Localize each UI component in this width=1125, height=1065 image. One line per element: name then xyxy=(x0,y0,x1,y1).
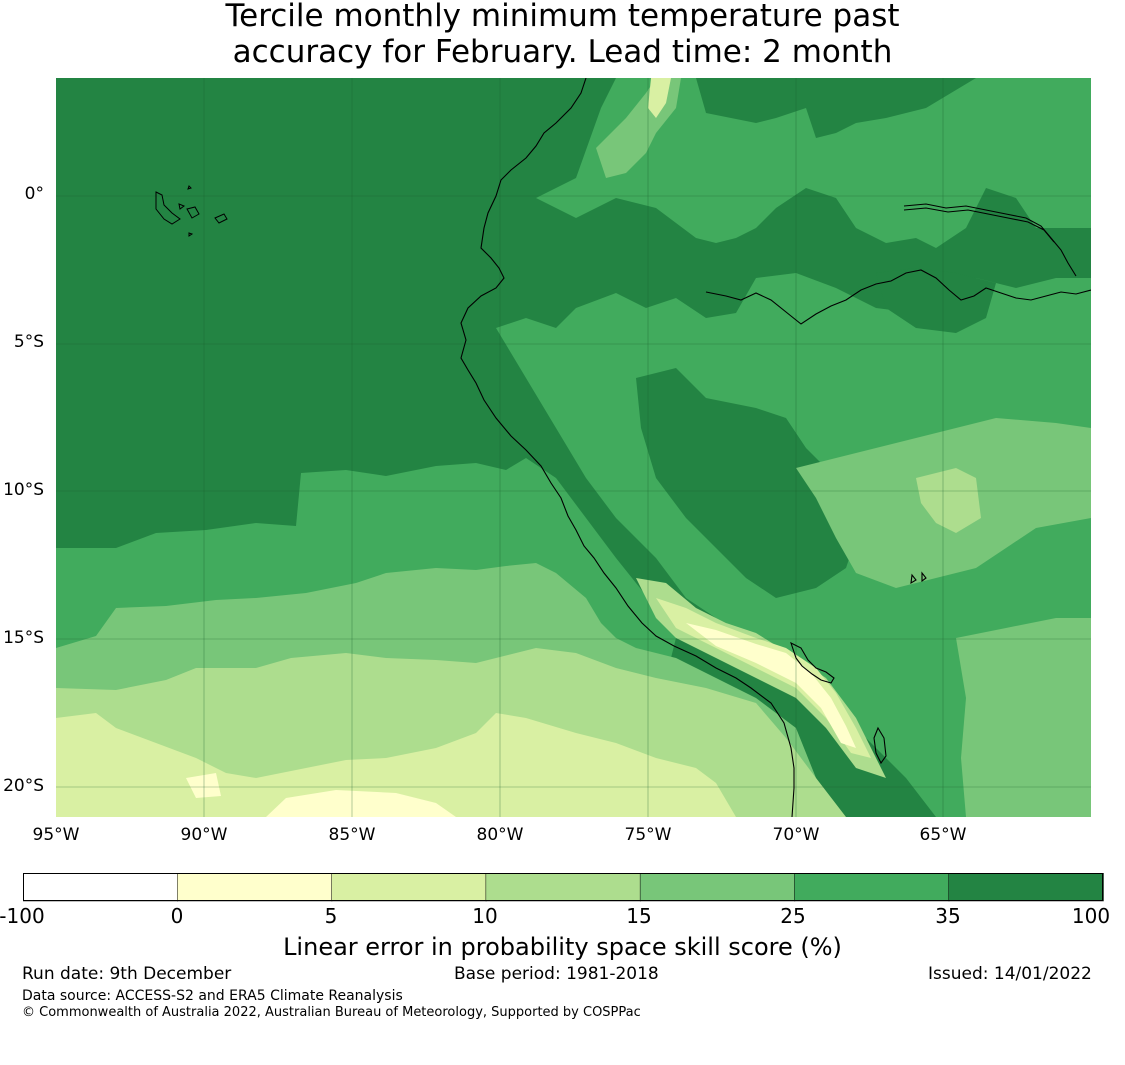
colorbar-tick-25: 25 xyxy=(780,904,806,928)
lake-titicaca xyxy=(790,641,835,684)
colorbar-tick-15: 15 xyxy=(626,904,652,928)
lon-label-65w: 65°W xyxy=(919,825,967,845)
colorbar-bin-15-to-25 xyxy=(639,873,796,902)
colorbar-bin-35-to-100 xyxy=(948,873,1104,902)
colorbar-bin-5-to-10 xyxy=(331,873,487,902)
colorbar-bin-10-to-15 xyxy=(485,873,641,902)
zone-score-0-5-ocean xyxy=(186,773,456,817)
zone-score-35-100-amazon-east xyxy=(876,268,996,333)
lake-small xyxy=(910,571,927,585)
chart-title-line-2: accuracy for February. Lead time: 2 mont… xyxy=(232,34,893,70)
lon-label-80w: 80°W xyxy=(476,825,524,845)
small-island xyxy=(178,185,194,237)
data-source: Data source: ACCESS-S2 and ERA5 Climate … xyxy=(22,988,403,1004)
lon-label-75w: 75°W xyxy=(624,825,672,845)
isabela-island xyxy=(155,191,181,225)
copyright: © Commonwealth of Australia 2022, Austra… xyxy=(22,1005,641,1020)
pacific-coastline xyxy=(460,78,795,817)
river-north xyxy=(903,203,1077,277)
lat-label-0: 0° xyxy=(24,184,44,204)
lat-label-10s: 10°S xyxy=(3,480,44,500)
lon-label-95w: 95°W xyxy=(32,825,80,845)
graticule xyxy=(56,78,1091,817)
base-period: Base period: 1981-2018 xyxy=(454,964,659,984)
issued-date: Issued: 14/01/2022 xyxy=(928,964,1092,984)
colorbar-tick-minus-100: -100 xyxy=(0,904,45,928)
colorbar xyxy=(23,873,1104,902)
lat-label-20s: 20°S xyxy=(3,776,44,796)
lon-label-85w: 85°W xyxy=(328,825,376,845)
colorbar-tick-10: 10 xyxy=(472,904,498,928)
san-cristobal-island xyxy=(214,213,228,224)
colorbar-title: Linear error in probability space skill … xyxy=(283,933,842,961)
amazon-river xyxy=(705,269,1091,325)
galapagos-islands xyxy=(155,185,228,237)
zone-score-0-5-coast xyxy=(686,623,856,748)
lake-poopo xyxy=(873,726,887,765)
colorbar-tick-5: 5 xyxy=(324,904,338,928)
colorbar-bin-0-to-5 xyxy=(177,873,333,902)
lat-label-5s: 5°S xyxy=(13,332,44,352)
zone-score-35-100-amazon-center xyxy=(636,368,856,598)
colorbar-frame xyxy=(23,873,1103,901)
run-date: Run date: 9th December xyxy=(22,964,232,984)
skill-score-map xyxy=(56,78,1091,817)
colorbar-tick-100: 100 xyxy=(1071,904,1111,928)
colorbar-bin-25-to-35 xyxy=(794,873,950,902)
colorbar-tick-0: 0 xyxy=(170,904,184,928)
colorbar-tick-35: 35 xyxy=(935,904,961,928)
lat-label-15s: 15°S xyxy=(3,628,44,648)
lon-label-90w: 90°W xyxy=(180,825,228,845)
zone-score-5-10-ocean xyxy=(56,713,736,817)
lon-label-70w: 70°W xyxy=(772,825,820,845)
santa-cruz-island xyxy=(186,206,200,219)
zone-score-15-25-southeast xyxy=(956,618,1091,817)
colorbar-bin--100-to-0 xyxy=(23,873,179,902)
river-north-2 xyxy=(903,207,1055,243)
chart-title-line-1: Tercile monthly minimum temperature past xyxy=(225,0,900,34)
zone-score-25-35-north xyxy=(536,78,1091,248)
zone-score-10-15-east xyxy=(916,468,981,533)
zone-score-5-10-north xyxy=(648,78,671,118)
